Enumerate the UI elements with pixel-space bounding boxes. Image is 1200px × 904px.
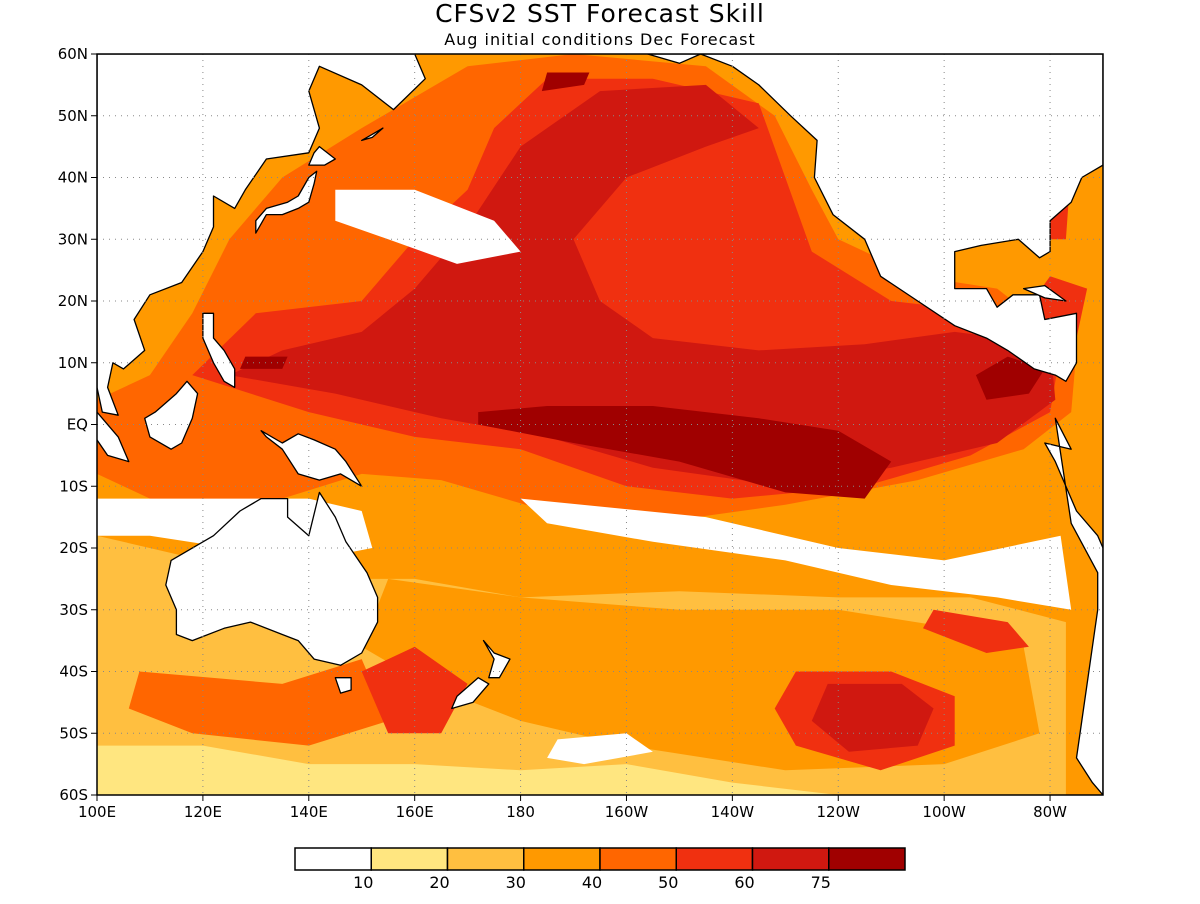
skill-region-16 xyxy=(128,659,389,746)
land-north-america xyxy=(647,54,1103,382)
colorbar-label: 30 xyxy=(506,873,526,892)
lon-tick-label: 100E xyxy=(78,803,116,821)
skill-region-6 xyxy=(541,72,590,92)
land-layer xyxy=(97,54,1103,795)
land-south-america xyxy=(1044,417,1103,795)
lon-tick-label: 160W xyxy=(605,803,649,821)
skill-region-9 xyxy=(335,189,521,264)
land-new-zealand-south xyxy=(451,677,490,710)
lat-tick-label: 10N xyxy=(58,354,88,372)
lon-tick-label: 80W xyxy=(1033,803,1067,821)
land-tasmania xyxy=(334,677,352,694)
lat-tick-label: 30N xyxy=(58,230,88,248)
lat-tick-label: 40N xyxy=(58,169,88,187)
lon-tick-label: 180 xyxy=(506,803,535,821)
lat-tick-label: 40S xyxy=(59,663,88,681)
lat-tick-label: 60N xyxy=(58,45,88,63)
lon-tick-label: 140E xyxy=(290,803,328,821)
map-plot-area xyxy=(97,54,1103,795)
colorbar: 10 20 30 40 50 60 75 xyxy=(294,847,906,892)
colorbar-label: 75 xyxy=(811,873,831,892)
colorbar-label: 20 xyxy=(429,873,449,892)
lat-tick-label: EQ xyxy=(67,416,88,434)
skill-region-2 xyxy=(229,84,1056,487)
colorbar-label: 40 xyxy=(582,873,602,892)
land-cuba xyxy=(1022,284,1067,302)
colorbar-label: 50 xyxy=(658,873,678,892)
colorbar-swatch xyxy=(523,847,601,871)
lat-tick-label: 20N xyxy=(58,292,88,310)
colorbar-swatch xyxy=(370,847,449,871)
lon-tick-label: 140W xyxy=(711,803,755,821)
land-asia xyxy=(97,54,426,416)
land-sumatra xyxy=(97,411,130,463)
colorbar-swatch xyxy=(446,847,525,871)
longitude-axis: 100E 120E 140E 160E 180 160W 140W 120W 100W 80W xyxy=(78,795,1067,821)
colorbar-swatch xyxy=(675,847,754,871)
colorbar-swatch xyxy=(599,847,677,871)
land-borneo xyxy=(144,380,199,450)
lon-tick-label: 160E xyxy=(396,803,434,821)
lat-tick-label: 10S xyxy=(59,477,88,495)
lat-tick-label: 50S xyxy=(59,724,88,742)
skill-region-14 xyxy=(923,609,1029,653)
skill-region-3 xyxy=(478,406,892,499)
lon-tick-label: 120W xyxy=(817,803,861,821)
lat-tick-label: 20S xyxy=(59,539,88,557)
skill-region-7 xyxy=(520,498,1072,610)
skill-region-13 xyxy=(811,683,934,752)
lat-tick-label: 30S xyxy=(59,601,88,619)
land-sri-kamchatka-islands xyxy=(361,127,384,142)
latitude-axis: 60N 50N 40N 30N 20N 10N EQ 10S 20S 30S 40S 50S 60S xyxy=(58,45,97,804)
colorbar-label: 60 xyxy=(734,873,754,892)
colorbar-swatch xyxy=(751,847,830,871)
colorbar-swatch xyxy=(294,847,372,871)
land-australia xyxy=(165,491,379,666)
lat-tick-label: 60S xyxy=(59,786,88,804)
skill-region-15 xyxy=(97,745,839,795)
map-title: CFSv2 SST Forecast Skill xyxy=(435,0,765,28)
lat-tick-label: 50N xyxy=(58,107,88,125)
skill-region-5 xyxy=(240,356,288,369)
lon-tick-label: 120E xyxy=(184,803,222,821)
land-philippines xyxy=(202,312,236,389)
land-new-zealand-north xyxy=(482,639,511,679)
colorbar-label: 10 xyxy=(353,873,373,892)
lon-tick-label: 100W xyxy=(922,803,966,821)
land-japan xyxy=(255,170,318,234)
land-hokkaido xyxy=(308,145,336,166)
skill-region-4 xyxy=(975,356,1045,400)
colorbar-swatch xyxy=(828,847,906,871)
map-subtitle: Aug initial conditions Dec Forecast xyxy=(444,30,756,49)
